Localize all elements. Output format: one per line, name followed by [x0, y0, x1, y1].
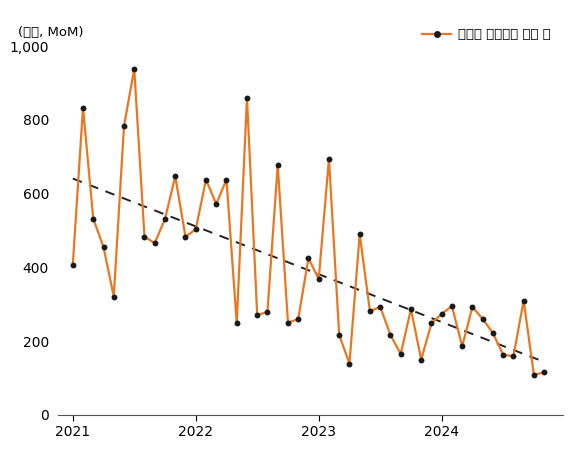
- Point: [283, 319, 292, 326]
- Point: [407, 305, 416, 313]
- Point: [99, 243, 108, 251]
- Point: [129, 65, 139, 73]
- Point: [335, 331, 344, 338]
- Point: [488, 329, 498, 337]
- Point: [530, 372, 539, 379]
- Point: [468, 303, 477, 311]
- Point: [314, 276, 323, 283]
- Point: [396, 350, 405, 358]
- Legend: 비농업 고용자수 증가 폭: 비농업 고용자수 증가 폭: [417, 23, 556, 47]
- Point: [478, 315, 487, 323]
- Point: [437, 310, 447, 318]
- Point: [427, 320, 436, 327]
- Point: [458, 343, 467, 350]
- Point: [222, 176, 231, 183]
- Point: [509, 353, 518, 360]
- Point: [232, 319, 241, 327]
- Point: [171, 172, 180, 180]
- Point: [375, 303, 385, 311]
- Point: [345, 360, 354, 367]
- Point: [140, 233, 149, 241]
- Point: [109, 293, 118, 300]
- Point: [252, 312, 262, 319]
- Point: [324, 155, 334, 162]
- Point: [242, 94, 252, 101]
- Point: [447, 302, 456, 310]
- Point: [365, 307, 375, 315]
- Point: [355, 230, 364, 238]
- Point: [160, 215, 169, 223]
- Point: [386, 331, 395, 338]
- Point: [119, 123, 129, 130]
- Point: [293, 315, 303, 323]
- Point: [539, 368, 549, 376]
- Point: [68, 261, 77, 269]
- Point: [89, 215, 98, 222]
- Point: [191, 226, 200, 233]
- Point: [78, 104, 88, 112]
- Point: [499, 351, 508, 359]
- Point: [263, 308, 272, 315]
- Point: [201, 176, 211, 183]
- Point: [416, 356, 426, 363]
- Point: [273, 161, 282, 169]
- Text: (천명, MoM): (천명, MoM): [17, 26, 83, 39]
- Point: [150, 239, 160, 247]
- Point: [212, 200, 221, 207]
- Point: [519, 297, 528, 304]
- Point: [181, 233, 190, 241]
- Point: [304, 254, 313, 262]
